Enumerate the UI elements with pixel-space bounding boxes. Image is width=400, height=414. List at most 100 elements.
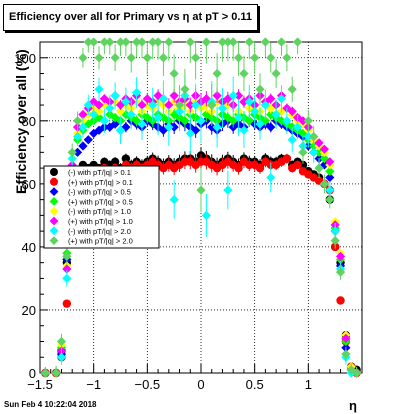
- data-point: [174, 100, 185, 110]
- data-point: [228, 90, 238, 101]
- data-point: [341, 333, 351, 343]
- data-point: [217, 37, 228, 47]
- data-point: [271, 68, 281, 79]
- data-point: [255, 119, 265, 129]
- data-point: [233, 90, 244, 101]
- legend-box: [43, 165, 160, 249]
- data-point: [228, 37, 238, 47]
- data-point: [244, 116, 254, 126]
- data-point: [169, 90, 179, 101]
- data-point: [212, 122, 222, 132]
- data-point: [325, 172, 335, 183]
- data-point: [83, 100, 93, 110]
- data-point: [282, 53, 292, 63]
- data-point: [336, 296, 345, 305]
- data-point: [40, 368, 50, 378]
- data-point: [142, 53, 152, 63]
- data-point: [105, 37, 115, 47]
- data-point: [314, 138, 324, 148]
- data-point: [228, 116, 238, 126]
- data-point: [239, 125, 249, 135]
- data-point: [298, 147, 308, 157]
- data-point: [319, 154, 330, 164]
- data-point: [319, 144, 330, 154]
- data-point: [255, 163, 265, 173]
- legend-label: (+) with pT/|q| > 2.0: [68, 237, 133, 246]
- legend-label: (-) with pT/|q| > 0.1: [68, 168, 131, 177]
- data-point: [212, 68, 222, 79]
- data-point: [99, 37, 109, 47]
- axis-ticks: [39, 57, 352, 374]
- data-point: [223, 94, 233, 104]
- data-point: [233, 53, 244, 63]
- data-point: [255, 84, 265, 94]
- x-tick-label: 1: [305, 377, 312, 392]
- data-point: [335, 251, 346, 261]
- data-point: [78, 141, 88, 151]
- data-point: [115, 100, 126, 110]
- data-point: [191, 100, 201, 110]
- data-point: [325, 185, 335, 195]
- data-point: [217, 103, 228, 113]
- data-point: [244, 97, 254, 107]
- legend-marker: [49, 236, 59, 245]
- data-point: [121, 37, 131, 47]
- data-point: [169, 195, 179, 205]
- data-point: [94, 84, 104, 94]
- legend-marker: [49, 216, 59, 226]
- data-point: [78, 109, 88, 120]
- data-point: [115, 37, 126, 47]
- legend-marker: [49, 187, 59, 196]
- data-point: [121, 97, 131, 107]
- data-point: [303, 131, 313, 142]
- data-point: [148, 37, 158, 47]
- data-point: [233, 113, 244, 123]
- data-point: [201, 37, 211, 47]
- data-point: [352, 368, 362, 378]
- series-7: [40, 75, 362, 378]
- data-point: [325, 195, 335, 205]
- data-point: [260, 37, 270, 47]
- data-point: [180, 84, 190, 94]
- data-point: [250, 53, 260, 63]
- data-point: [62, 299, 72, 308]
- data-point: [126, 53, 136, 63]
- data-point: [196, 116, 206, 126]
- data-point: [72, 131, 83, 142]
- y-tick-label: 40: [22, 240, 36, 255]
- data-point: [191, 53, 201, 63]
- data-point: [110, 157, 120, 166]
- data-point: [105, 103, 115, 113]
- data-point: [67, 147, 77, 157]
- data-point: [314, 163, 324, 173]
- data-point: [234, 163, 243, 173]
- legend-label: (-) with pT/|q| > 0.5: [68, 188, 131, 197]
- y-axis-label: Efficiency over all (%): [13, 49, 29, 194]
- data-point: [148, 100, 158, 110]
- data-point: [126, 109, 136, 120]
- data-point: [266, 94, 276, 104]
- x-tick-label: −1.5: [27, 377, 53, 392]
- data-point: [196, 185, 206, 195]
- data-point: [83, 37, 93, 47]
- data-point: [223, 185, 233, 195]
- legend-marker: [49, 197, 59, 206]
- data-point: [164, 100, 174, 110]
- data-point: [276, 37, 287, 47]
- y-tick-label: 20: [22, 303, 36, 318]
- data-point: [276, 94, 287, 104]
- data-point: [153, 37, 163, 47]
- data-point: [319, 179, 330, 189]
- data-point: [78, 53, 88, 63]
- data-point: [56, 336, 67, 347]
- data-point: [293, 122, 303, 132]
- data-point: [110, 90, 120, 101]
- data-point: [132, 87, 142, 98]
- data-point: [309, 131, 319, 142]
- data-point: [142, 94, 152, 104]
- data-point: [335, 267, 346, 277]
- legend: (-) with pT/|q| > 0.1(+) with pT/|q| > 0…: [43, 165, 160, 249]
- legend-marker: [49, 206, 59, 216]
- data-point: [212, 90, 222, 101]
